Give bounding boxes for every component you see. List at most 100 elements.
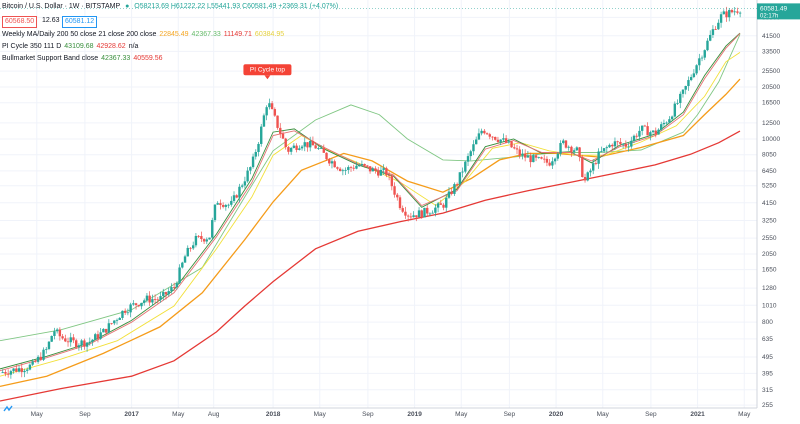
candle-body bbox=[270, 103, 274, 110]
candle-body bbox=[172, 287, 176, 288]
candle-body bbox=[654, 130, 657, 135]
candle-body bbox=[619, 141, 622, 144]
indicator-value: n/a bbox=[128, 43, 139, 50]
indicator-line[interactable]: Weekly MA/Daily 200 50 close 21 close 20… bbox=[2, 30, 287, 40]
candle-body bbox=[722, 11, 726, 15]
candle-body bbox=[526, 155, 530, 158]
candle-body bbox=[426, 207, 429, 214]
candle-body bbox=[189, 247, 192, 249]
price-tick-label: 255 bbox=[762, 402, 773, 409]
candle-body bbox=[110, 323, 113, 325]
candle-body bbox=[69, 337, 72, 343]
candle-body bbox=[281, 133, 285, 139]
candle-body bbox=[77, 345, 81, 348]
candle-body bbox=[543, 158, 546, 160]
candle-body bbox=[132, 303, 135, 305]
candle-body bbox=[689, 77, 693, 81]
candle-body bbox=[464, 161, 467, 172]
indicator-line[interactable]: Bullmarket Support Band close 42367.33 405… bbox=[2, 54, 166, 64]
candle-body bbox=[194, 235, 198, 246]
candle-body bbox=[249, 167, 252, 171]
candle-body bbox=[572, 150, 576, 152]
symbol-title[interactable]: Bitcoin / U.S. Dollar · 1W · BITSTAMP bbox=[2, 3, 121, 10]
candle-body bbox=[442, 204, 445, 208]
price-tick-label: 395 bbox=[762, 370, 773, 377]
candle-body bbox=[551, 161, 554, 166]
candle-body bbox=[684, 86, 687, 90]
candle-body bbox=[322, 148, 326, 153]
candle-body bbox=[235, 195, 238, 198]
pi-cycle-label-box bbox=[243, 64, 292, 76]
candle-body bbox=[700, 57, 704, 59]
candle-body bbox=[36, 356, 40, 362]
candle-body bbox=[581, 157, 584, 177]
candle-body bbox=[85, 342, 89, 347]
candle-body bbox=[333, 161, 336, 168]
candle-body bbox=[513, 147, 516, 149]
candle-body bbox=[181, 262, 184, 268]
candle-body bbox=[251, 156, 255, 168]
candle-body bbox=[385, 168, 388, 176]
candle-body bbox=[706, 40, 709, 51]
price-tick-label: 6450 bbox=[762, 168, 777, 175]
candle-body bbox=[170, 287, 173, 292]
tradingview-logo-icon[interactable] bbox=[3, 404, 13, 414]
candle-body bbox=[578, 147, 581, 158]
candle-body bbox=[88, 341, 91, 343]
time-tick-label: May bbox=[314, 411, 327, 418]
ma-line bbox=[0, 78, 741, 388]
time-tick-label: Sep bbox=[362, 411, 374, 418]
candle-body bbox=[134, 303, 138, 306]
candle-body bbox=[417, 210, 421, 218]
price-tick-label: 1650 bbox=[762, 267, 777, 274]
candle-body bbox=[534, 155, 538, 158]
candle-body bbox=[66, 341, 70, 343]
candle-body bbox=[458, 172, 462, 185]
candle-body bbox=[28, 364, 32, 370]
candle-body bbox=[692, 73, 696, 78]
candle-body bbox=[17, 368, 21, 372]
candle-body bbox=[298, 148, 301, 150]
pi-cycle-label-text: PI Cycle top bbox=[250, 67, 285, 74]
price-tick-label: 315 bbox=[762, 387, 773, 394]
indicator-line[interactable]: PI Cycle 350 111 D 43109.68 42928.62 n/a bbox=[2, 42, 141, 52]
indicator-name: PI Cycle 350 111 D bbox=[2, 43, 62, 50]
time-tick-label: 2017 bbox=[124, 411, 139, 418]
candle-body bbox=[589, 170, 592, 173]
candle-body bbox=[317, 148, 320, 149]
candle-body bbox=[396, 194, 399, 198]
candle-body bbox=[83, 340, 86, 347]
candle-body bbox=[300, 146, 304, 149]
candle-body bbox=[53, 331, 56, 336]
buy-price-button[interactable]: 60581.12 bbox=[62, 16, 98, 28]
indicator-value: 22845.49 bbox=[159, 31, 189, 38]
candle-body bbox=[728, 10, 731, 18]
candle-body bbox=[480, 130, 483, 134]
candle-body bbox=[668, 119, 671, 123]
candle-body bbox=[676, 102, 679, 104]
candle-body bbox=[409, 216, 413, 218]
candle-body bbox=[145, 295, 149, 301]
candle-body bbox=[529, 155, 532, 163]
candle-body bbox=[104, 328, 108, 333]
candle-body bbox=[94, 334, 97, 340]
indicator-value: 42367.33 bbox=[101, 55, 131, 62]
price-tick-label: 20500 bbox=[762, 84, 780, 91]
price-tick-label: 635 bbox=[762, 336, 773, 343]
candle-body bbox=[219, 203, 222, 205]
candle-body bbox=[224, 205, 228, 207]
candle-body bbox=[129, 304, 132, 313]
candle-body bbox=[736, 11, 739, 13]
candle-body bbox=[156, 299, 160, 301]
sell-price-button[interactable]: 60568.50 bbox=[2, 16, 38, 28]
candle-body bbox=[121, 310, 124, 318]
indicator-name: Bullmarket Support Band close bbox=[2, 55, 99, 62]
candle-body bbox=[113, 320, 116, 324]
candle-body bbox=[404, 211, 407, 216]
candle-body bbox=[186, 247, 189, 257]
indicator-name: Weekly MA/Daily 200 50 close 21 close 20… bbox=[2, 31, 157, 38]
candle-body bbox=[613, 141, 617, 147]
candle-body bbox=[494, 136, 497, 140]
candle-body bbox=[319, 148, 323, 149]
